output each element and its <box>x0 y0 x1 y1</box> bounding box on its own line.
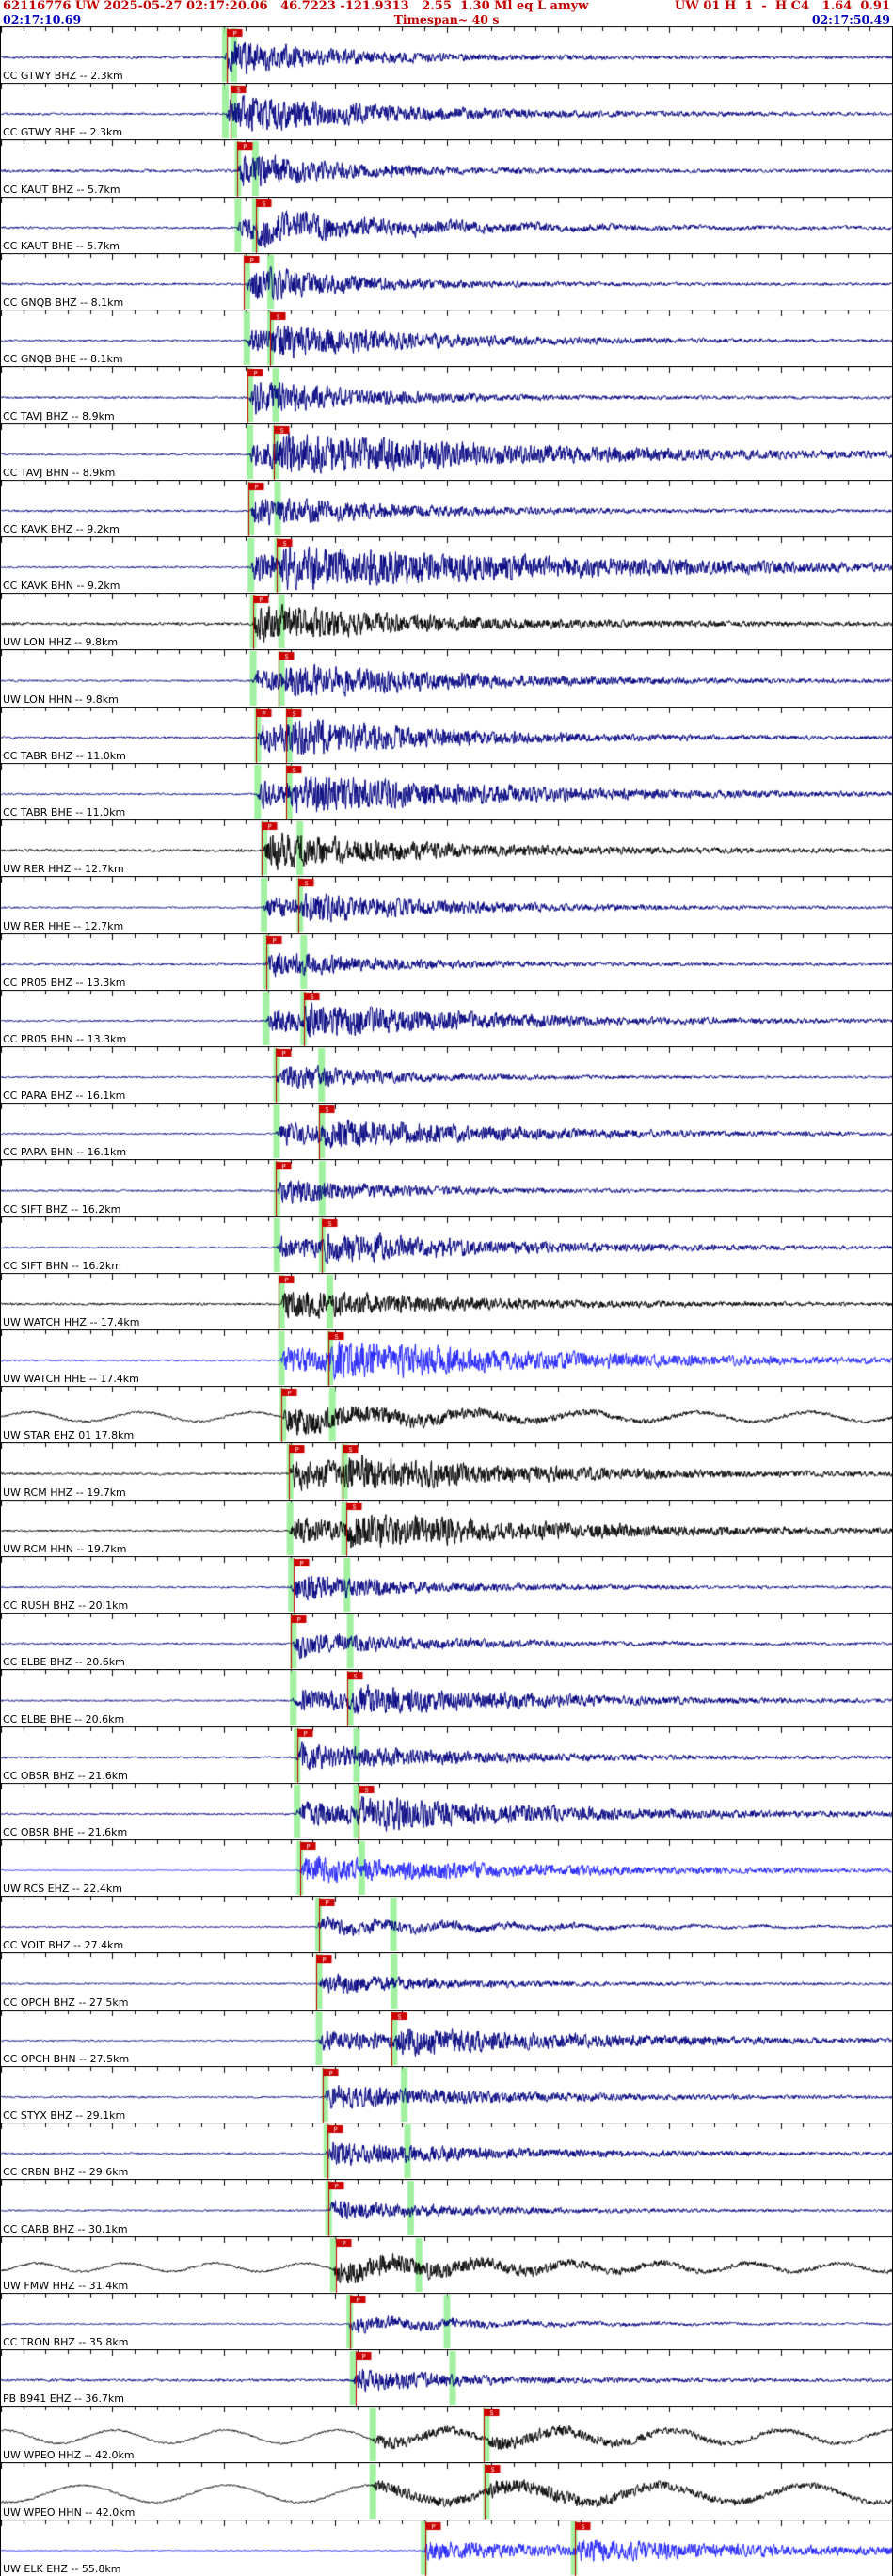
waveform-canvas[interactable] <box>1 26 892 84</box>
waveform-canvas[interactable] <box>1 1103 892 1160</box>
waveform-canvas[interactable] <box>1 1159 892 1216</box>
trace-row[interactable]: CC KAVK BHN -- 9.2km <box>1 535 892 594</box>
waveform-canvas[interactable] <box>1 1839 892 1897</box>
trace-row[interactable]: UW FMW HHZ -- 31.4km <box>1 2235 892 2293</box>
trace-row[interactable]: CC KAVK BHZ -- 9.2km <box>1 479 892 536</box>
waveform-canvas[interactable] <box>1 1329 892 1387</box>
trace-row[interactable]: UW ELK EHZ -- 55.8km <box>1 2519 892 2576</box>
trace-row[interactable]: CC TABR BHE -- 11.0km <box>1 762 892 820</box>
trace-row[interactable]: CC KAUT BHZ -- 5.7km <box>1 139 892 197</box>
trace-row[interactable]: UW RCM HHZ -- 19.7km <box>1 1442 892 1500</box>
trace-row[interactable]: CC PR05 BHN -- 13.3km <box>1 989 892 1046</box>
waveform-canvas[interactable] <box>1 535 892 594</box>
trace-row[interactable]: CC OPCH BHZ -- 27.5km <box>1 1952 892 2010</box>
event-info-right: UW 01 H 1 - H C4 1.64 0.91 <box>674 0 890 13</box>
trace-row[interactable]: CC KAUT BHE -- 5.7km <box>1 196 892 253</box>
trace-row[interactable]: CC PR05 BHZ -- 13.3km <box>1 932 892 990</box>
waveform-canvas[interactable] <box>1 1442 892 1500</box>
trace-row[interactable]: CC CRBN BHZ -- 29.6km <box>1 2123 892 2180</box>
window-start-time: 02:17:10.69 <box>3 12 82 26</box>
waveform-canvas[interactable] <box>1 1555 892 1614</box>
waveform-canvas[interactable] <box>1 1045 892 1104</box>
trace-row[interactable]: UW STAR EHZ 01 17.8km <box>1 1386 892 1443</box>
trace-row[interactable]: CC GNQB BHE -- 8.1km <box>1 310 892 367</box>
trace-row[interactable]: CC GTWY BHE -- 2.3km <box>1 83 892 140</box>
waveform-canvas[interactable] <box>1 2462 892 2520</box>
waveform-canvas[interactable] <box>1 310 892 367</box>
trace-row[interactable]: UW WPEO HHN -- 42.0km <box>1 2462 892 2520</box>
trace-row[interactable]: CC SIFT BHZ -- 16.2km <box>1 1159 892 1216</box>
waveform-canvas[interactable] <box>1 706 892 763</box>
trace-row[interactable]: UW RCS EHZ -- 22.4km <box>1 1839 892 1897</box>
waveform-canvas[interactable] <box>1 989 892 1046</box>
trace-row[interactable]: UW WATCH HHZ -- 17.4km <box>1 1272 892 1330</box>
trace-row[interactable]: CC GNQB BHZ -- 8.1km <box>1 252 892 310</box>
waveform-canvas[interactable] <box>1 2123 892 2180</box>
trace-row[interactable]: CC OBSR BHE -- 21.6km <box>1 1782 892 1839</box>
waveform-canvas[interactable] <box>1 1499 892 1556</box>
waveform-canvas[interactable] <box>1 252 892 310</box>
trace-row[interactable]: UW WATCH HHE -- 17.4km <box>1 1329 892 1387</box>
trace-row[interactable]: CC VOIT BHZ -- 27.4km <box>1 1896 892 1953</box>
waveform-canvas[interactable] <box>1 2065 892 2123</box>
waveform-canvas[interactable] <box>1 2519 892 2576</box>
trace-row[interactable]: CC CARB BHZ -- 30.1km <box>1 2179 892 2236</box>
trace-row[interactable]: CC OBSR BHZ -- 21.6km <box>1 1725 892 1783</box>
trace-row[interactable]: CC TAVJ BHZ -- 8.9km <box>1 366 892 423</box>
waveform-canvas[interactable] <box>1 2009 892 2066</box>
trace-row[interactable]: CC PARA BHN -- 16.1km <box>1 1103 892 1160</box>
trace-row[interactable]: UW RER HHZ -- 12.7km <box>1 819 892 877</box>
waveform-canvas[interactable] <box>1 593 892 650</box>
waveform-canvas[interactable] <box>1 2348 892 2407</box>
trace-row[interactable]: CC OPCH BHN -- 27.5km <box>1 2009 892 2066</box>
waveform-canvas[interactable] <box>1 1725 892 1783</box>
waveform-canvas[interactable] <box>1 83 892 140</box>
trace-row[interactable]: UW RER HHE -- 12.7km <box>1 876 892 933</box>
trace-list: CC GTWY BHZ -- 2.3km CC GTWY BHE -- 2.3k… <box>0 26 893 2576</box>
waveform-canvas[interactable] <box>1 1782 892 1839</box>
waveform-canvas[interactable] <box>1 649 892 707</box>
trace-row[interactable]: CC TRON BHZ -- 35.8km <box>1 2292 892 2349</box>
waveform-canvas[interactable] <box>1 1272 892 1330</box>
trace-row[interactable]: UW LON HHN -- 9.8km <box>1 649 892 707</box>
waveform-canvas[interactable] <box>1 2406 892 2463</box>
waveform-canvas[interactable] <box>1 1669 892 1726</box>
waveform-canvas[interactable] <box>1 479 892 536</box>
waveform-canvas[interactable] <box>1 762 892 820</box>
waveform-canvas[interactable] <box>1 196 892 253</box>
waveform-canvas[interactable] <box>1 366 892 423</box>
time-axis-bar: 02:17:10.69 Timespan~ 40 s 02:17:50.49 <box>0 13 893 26</box>
waveform-canvas[interactable] <box>1 2292 892 2349</box>
trace-row[interactable]: CC PARA BHZ -- 16.1km <box>1 1045 892 1104</box>
trace-row[interactable]: PB B941 EHZ -- 36.7km <box>1 2348 892 2407</box>
waveform-canvas[interactable] <box>1 139 892 197</box>
event-info-left: 62116776 UW 2025-05-27 02:17:20.06 46.72… <box>3 0 589 13</box>
event-summary-bar: 62116776 UW 2025-05-27 02:17:20.06 46.72… <box>0 0 893 13</box>
trace-row[interactable]: CC TABR BHZ -- 11.0km <box>1 706 892 763</box>
waveform-canvas[interactable] <box>1 1216 892 1273</box>
waveform-canvas[interactable] <box>1 2179 892 2236</box>
trace-row[interactable]: UW WPEO HHZ -- 42.0km <box>1 2406 892 2463</box>
trace-row[interactable]: CC ELBE BHE -- 20.6km <box>1 1669 892 1726</box>
waveform-canvas[interactable] <box>1 422 892 480</box>
trace-row[interactable]: UW LON HHZ -- 9.8km <box>1 593 892 650</box>
waveform-canvas[interactable] <box>1 1613 892 1670</box>
waveform-canvas[interactable] <box>1 876 892 933</box>
waveform-canvas[interactable] <box>1 1896 892 1953</box>
trace-row[interactable]: CC STYX BHZ -- 29.1km <box>1 2065 892 2123</box>
trace-row[interactable]: CC RUSH BHZ -- 20.1km <box>1 1555 892 1614</box>
trace-row[interactable]: CC TAVJ BHN -- 8.9km <box>1 422 892 480</box>
waveform-canvas[interactable] <box>1 932 892 990</box>
waveform-canvas[interactable] <box>1 2235 892 2293</box>
waveform-canvas[interactable] <box>1 819 892 877</box>
trace-row[interactable]: UW RCM HHN -- 19.7km <box>1 1499 892 1556</box>
waveform-canvas[interactable] <box>1 1952 892 2010</box>
trace-row[interactable]: CC GTWY BHZ -- 2.3km <box>1 26 892 84</box>
waveform-canvas[interactable] <box>1 1386 892 1443</box>
timespan-label: Timespan~ 40 s <box>393 12 500 26</box>
window-end-time: 02:17:50.49 <box>811 12 890 26</box>
trace-row[interactable]: CC ELBE BHZ -- 20.6km <box>1 1613 892 1670</box>
trace-row[interactable]: CC SIFT BHN -- 16.2km <box>1 1216 892 1273</box>
